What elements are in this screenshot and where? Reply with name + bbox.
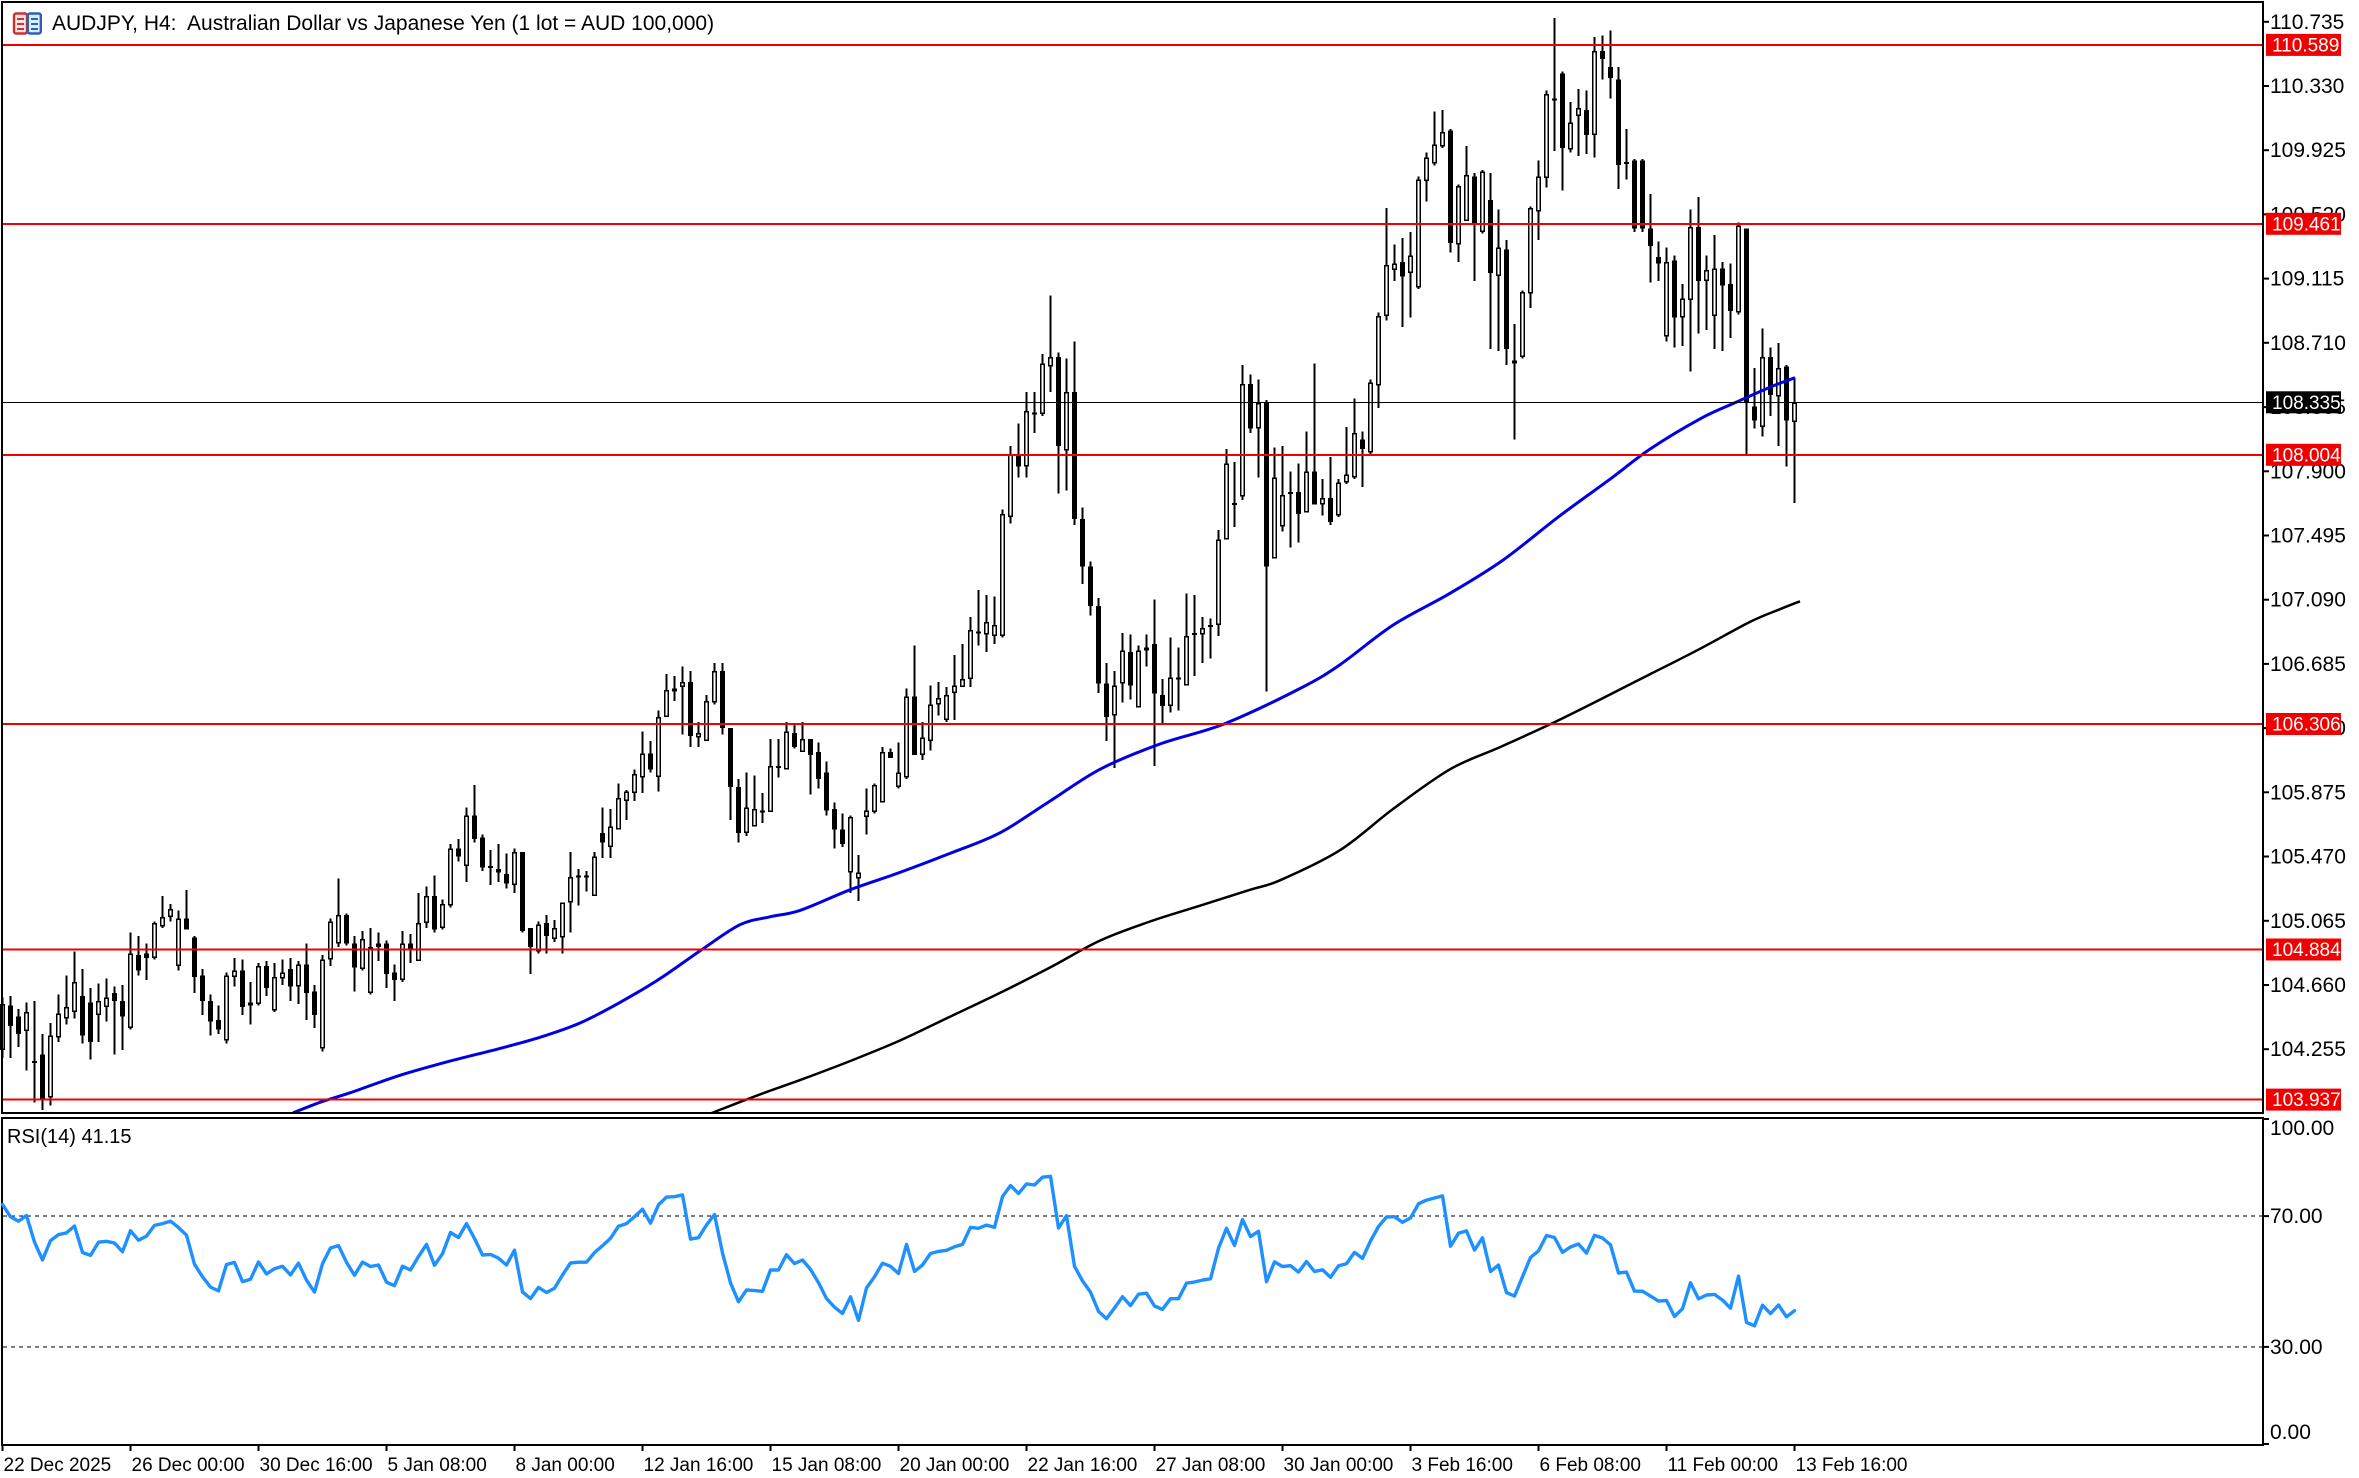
svg-text:110.589: 110.589 [2272, 35, 2339, 56]
svg-text:110.330: 110.330 [2270, 75, 2344, 98]
svg-text:106.306: 106.306 [2272, 715, 2341, 736]
svg-text:8 Jan 00:00: 8 Jan 00:00 [516, 1455, 615, 1476]
svg-text:6 Feb 08:00: 6 Feb 08:00 [1540, 1455, 1641, 1476]
svg-text:105.875: 105.875 [2270, 781, 2346, 804]
svg-text:109.461: 109.461 [2272, 214, 2341, 235]
svg-text:11 Feb 00:00: 11 Feb 00:00 [1668, 1455, 1779, 1476]
svg-text:107.900: 107.900 [2270, 460, 2346, 483]
svg-text:109.925: 109.925 [2270, 139, 2346, 162]
svg-text:100.00: 100.00 [2270, 1117, 2334, 1140]
svg-text:22 Dec 2025: 22 Dec 2025 [4, 1455, 112, 1476]
svg-text:RSI(14) 41.15: RSI(14) 41.15 [7, 1126, 132, 1148]
svg-text:70.00: 70.00 [2270, 1205, 2323, 1228]
svg-text:108.335: 108.335 [2272, 393, 2341, 414]
svg-text:30.00: 30.00 [2270, 1336, 2323, 1359]
svg-text:105.065: 105.065 [2270, 910, 2346, 933]
svg-text:13 Feb 16:00: 13 Feb 16:00 [1796, 1455, 1908, 1476]
svg-text:104.884: 104.884 [2272, 940, 2341, 961]
svg-text:AUDJPY, H4: Australian Dollar: AUDJPY, H4: Australian Dollar vs Japanes… [52, 12, 714, 35]
svg-text:0.00: 0.00 [2270, 1421, 2311, 1444]
svg-text:22 Jan 16:00: 22 Jan 16:00 [1028, 1455, 1138, 1476]
svg-text:106.685: 106.685 [2270, 653, 2346, 676]
svg-text:27 Jan 08:00: 27 Jan 08:00 [1156, 1455, 1266, 1476]
svg-text:20 Jan 00:00: 20 Jan 00:00 [900, 1455, 1010, 1476]
svg-text:30 Jan 00:00: 30 Jan 00:00 [1284, 1455, 1394, 1476]
svg-text:12 Jan 16:00: 12 Jan 16:00 [644, 1455, 754, 1476]
svg-text:108.004: 108.004 [2272, 445, 2341, 466]
svg-text:103.937: 103.937 [2272, 1090, 2341, 1111]
svg-text:15 Jan 08:00: 15 Jan 08:00 [772, 1455, 882, 1476]
svg-text:3 Feb 16:00: 3 Feb 16:00 [1412, 1455, 1513, 1476]
svg-text:26 Dec 00:00: 26 Dec 00:00 [132, 1455, 245, 1476]
svg-text:5 Jan 08:00: 5 Jan 08:00 [388, 1455, 487, 1476]
svg-text:104.660: 104.660 [2270, 974, 2346, 997]
svg-text:109.115: 109.115 [2270, 268, 2344, 291]
svg-text:30 Dec 16:00: 30 Dec 16:00 [260, 1455, 373, 1476]
svg-text:108.710: 108.710 [2270, 332, 2346, 355]
svg-text:110.735: 110.735 [2270, 11, 2344, 34]
svg-text:107.495: 107.495 [2270, 525, 2346, 548]
svg-text:105.470: 105.470 [2270, 846, 2346, 869]
svg-text:104.255: 104.255 [2270, 1038, 2346, 1061]
svg-text:107.090: 107.090 [2270, 589, 2346, 612]
